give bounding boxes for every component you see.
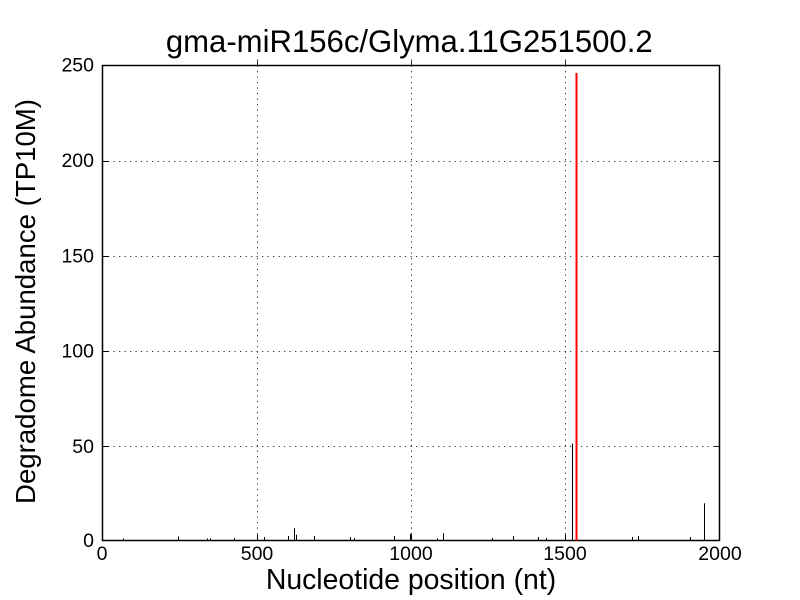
svg-text:1000: 1000 — [389, 543, 433, 565]
svg-text:250: 250 — [61, 55, 94, 77]
svg-text:1500: 1500 — [543, 543, 587, 565]
svg-text:2000: 2000 — [698, 543, 742, 565]
svg-text:150: 150 — [61, 245, 94, 267]
svg-text:Nucleotide position (nt): Nucleotide position (nt) — [266, 564, 556, 596]
svg-text:0: 0 — [83, 530, 94, 552]
svg-text:200: 200 — [61, 150, 94, 172]
svg-text:gma-miR156c/Glyma.11G251500.2: gma-miR156c/Glyma.11G251500.2 — [166, 24, 653, 59]
svg-text:0: 0 — [97, 543, 108, 565]
svg-text:500: 500 — [241, 543, 274, 565]
svg-text:50: 50 — [72, 436, 94, 458]
svg-text:100: 100 — [61, 341, 94, 363]
svg-text:Degradome Abundance (TP10M): Degradome Abundance (TP10M) — [10, 99, 41, 504]
